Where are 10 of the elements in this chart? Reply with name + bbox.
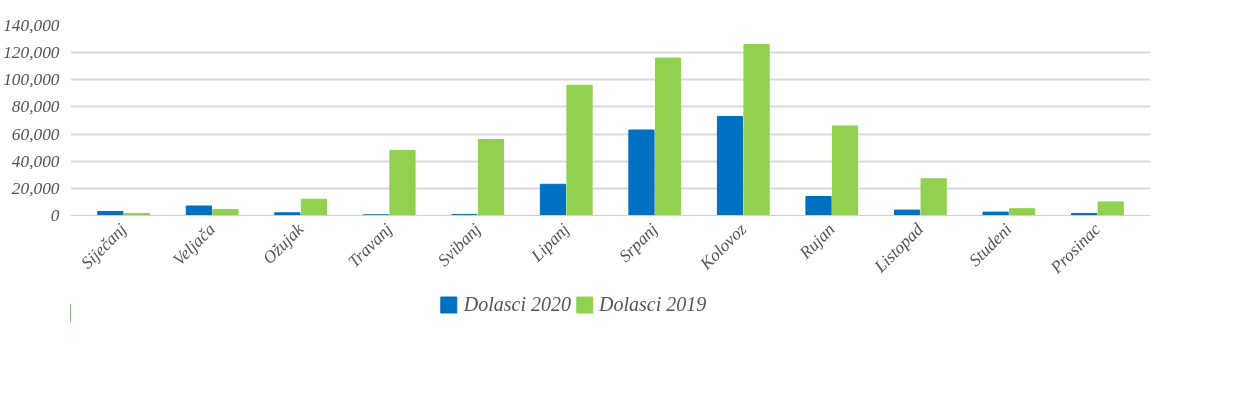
y-tick-label: 140,000	[3, 16, 60, 35]
legend-label: Dolasci 2019	[598, 292, 707, 316]
legend-label: Dolasci 2020	[463, 292, 571, 316]
y-tick-label: 120,000	[3, 43, 60, 63]
y-tick-label: 60,000	[11, 124, 60, 144]
y-tick-label: 100,000	[3, 70, 60, 90]
y-tick-label: 40,000	[11, 151, 60, 171]
y-tick-label: 0	[50, 206, 60, 225]
y-tick-label: 80,000	[11, 97, 60, 117]
y-tick-label: 20,000	[11, 178, 60, 198]
